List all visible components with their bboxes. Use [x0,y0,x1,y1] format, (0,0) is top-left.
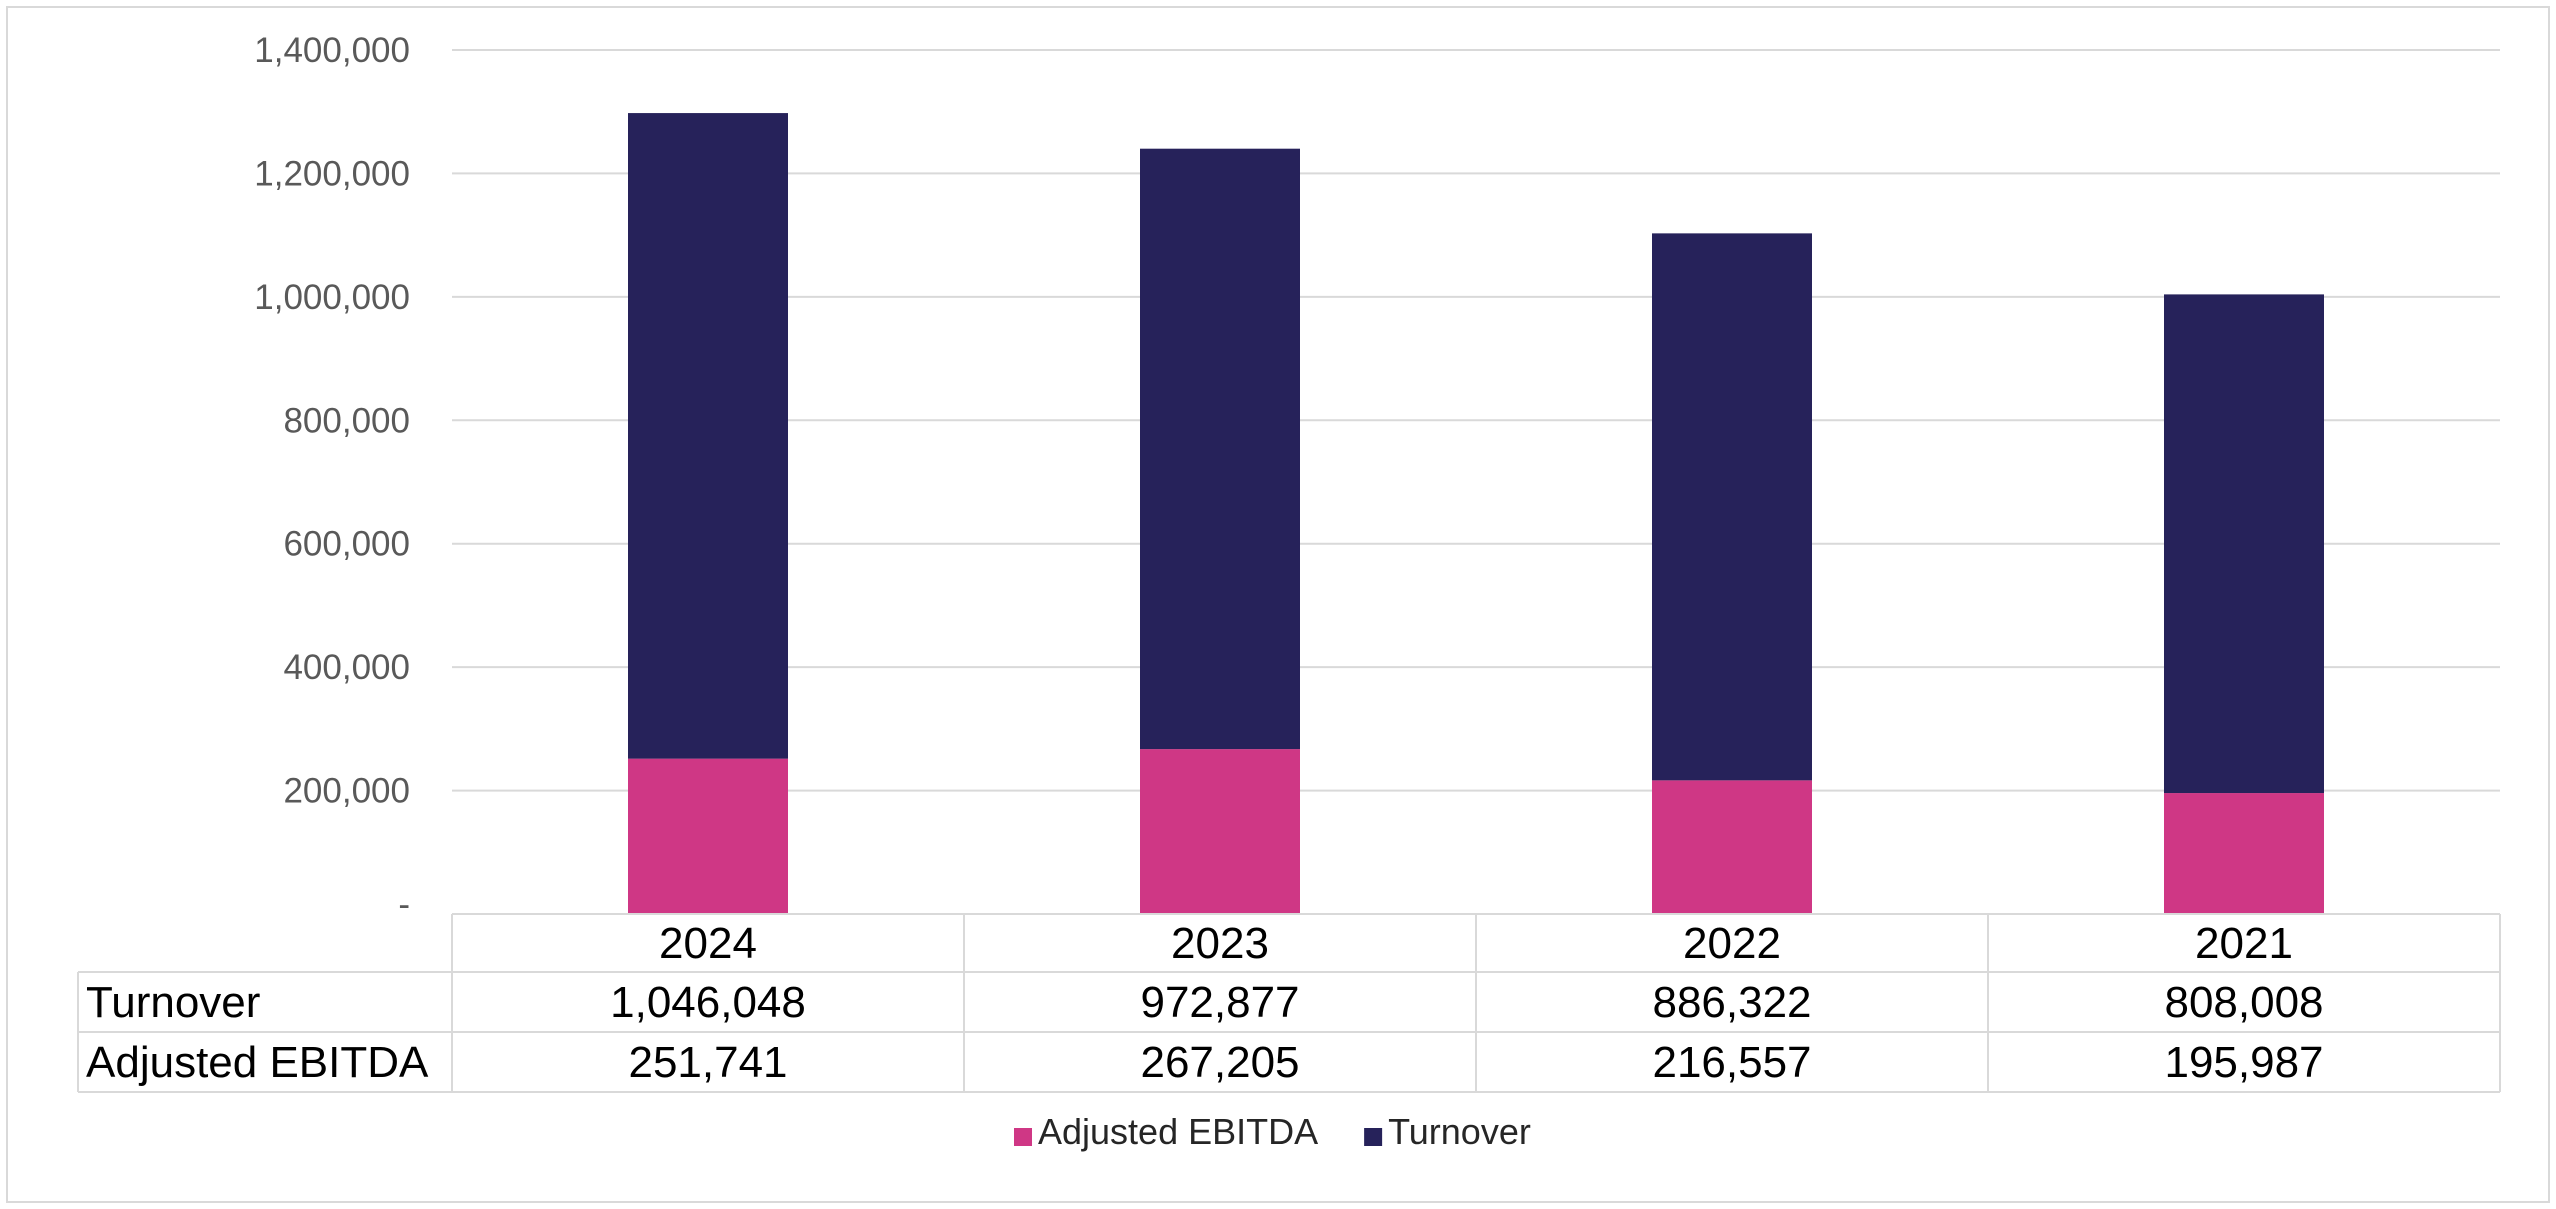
y-tick-label: 1,400,000 [254,31,410,70]
bar-turnover-2022 [1652,233,1812,781]
y-tick-label: - [398,885,410,924]
legend: Adjusted EBITDA Turnover [1014,1111,1531,1152]
bar-adjusted-ebitda-2021 [2164,793,2324,914]
y-axis-tick-labels: - 200,000 400,000 600,000 800,000 1,000,000 1,… [254,31,410,924]
table-cell-turnover-2024: 1,046,048 [610,978,806,1027]
y-tick-label: 1,200,000 [254,154,410,193]
legend-swatch-turnover [1364,1128,1383,1146]
table-cell-adjusted-ebitda-2021: 195,987 [2164,1038,2323,1087]
bar-turnover-2024 [628,113,788,759]
y-tick-label: 1,000,000 [254,278,410,317]
table-cell-turnover-2022: 886,322 [1652,978,1811,1027]
table-cell-turnover-2021: 808,008 [2164,978,2323,1027]
y-tick-label: 400,000 [283,648,410,687]
bar-turnover-2023 [1140,148,1300,750]
table-cell-adjusted-ebitda-2022: 216,557 [1652,1038,1811,1087]
bar-adjusted-ebitda-2022 [1652,780,1812,914]
bar-adjusted-ebitda-2024 [628,758,788,914]
bar-adjusted-ebitda-2023 [1140,749,1300,914]
legend-label-turnover: Turnover [1388,1111,1531,1152]
table-cell-adjusted-ebitda-2023: 267,205 [1140,1038,1299,1087]
legend-label-adjusted-ebitda: Adjusted EBITDA [1038,1111,1318,1152]
legend-swatch-adjusted-ebitda [1014,1128,1032,1146]
bars [628,113,2324,914]
gridlines [452,49,2500,792]
y-tick-label: 600,000 [283,525,410,564]
category-label-2024: 2024 [659,919,757,968]
table-row-label-turnover: Turnover [86,978,260,1027]
category-label-2022: 2022 [1683,919,1781,968]
category-label-2023: 2023 [1171,919,1269,968]
data-table: 2024 2023 2022 2021 Turnover 1,046,048 972,877… [77,913,2501,1093]
category-label-2021: 2021 [2195,919,2293,968]
y-tick-label: 200,000 [283,772,410,811]
table-row-label-adjusted-ebitda: Adjusted EBITDA [86,1038,429,1087]
y-tick-label: 800,000 [283,401,410,440]
table-cell-turnover-2023: 972,877 [1140,978,1299,1027]
bar-turnover-2021 [2164,294,2324,794]
table-cell-adjusted-ebitda-2024: 251,741 [628,1038,787,1087]
